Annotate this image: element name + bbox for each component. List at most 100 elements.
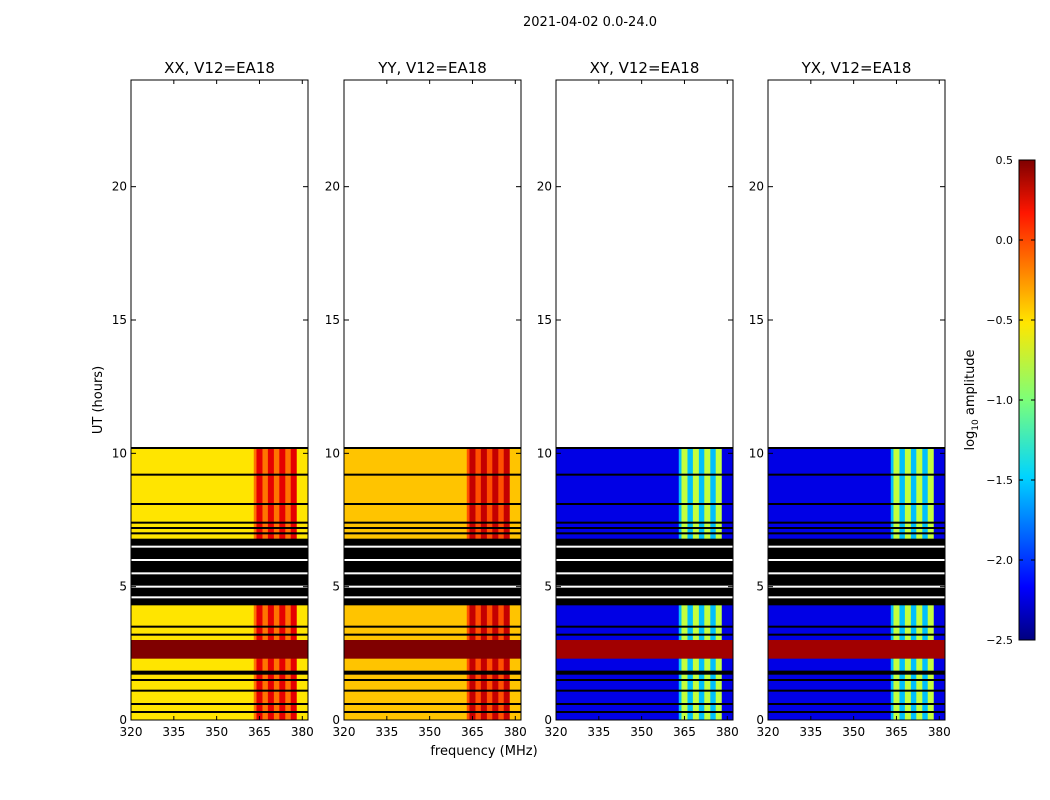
- colorbar-label-sub: 10: [971, 419, 981, 431]
- heatmap-scan-gap: [131, 532, 308, 535]
- colorbar-tick-label: 0.5: [996, 154, 1014, 167]
- y-tick-label: 0: [119, 713, 127, 727]
- heatmap-scan-gap: [344, 527, 521, 529]
- heatmap-scan-gap: [131, 625, 308, 628]
- heatmap-scan-gap: [131, 503, 308, 505]
- heatmap-flagged: [344, 670, 521, 675]
- colorbar-tick-label: −2.0: [986, 554, 1013, 567]
- heatmap-image: [131, 447, 308, 720]
- x-tick-label: 350: [630, 725, 653, 739]
- y-tick-label: 10: [325, 446, 340, 460]
- x-tick-label: 320: [333, 725, 356, 739]
- plot-frame: [555, 79, 734, 721]
- heatmap-scan-gap: [131, 711, 308, 713]
- heatmap-flagged: [131, 670, 308, 675]
- x-tick-label: 335: [162, 725, 185, 739]
- colorbar-label: log10 amplitude: [963, 349, 981, 450]
- colorbar-tick-label: −1.5: [986, 474, 1013, 487]
- heatmap-image: [556, 447, 733, 720]
- heatmap-scan-gap: [556, 585, 733, 588]
- heatmap-bright-band: [768, 640, 945, 659]
- heatmap-scan-gap: [344, 572, 521, 575]
- heatmap-scan-gap: [768, 532, 945, 535]
- heatmap-scan-gap: [768, 633, 945, 636]
- panel-4: YX, V12=EA18 320 335 350 365 380 0 5 10 15 20: [749, 59, 951, 739]
- x-tick-label: 335: [375, 725, 398, 739]
- heatmap-scan-gap: [344, 532, 521, 535]
- heatmap-scan-gap: [768, 689, 945, 692]
- figure-title: 2021-04-02 0.0-24.0: [523, 15, 657, 30]
- panel-title: YX, V12=EA18: [801, 59, 912, 77]
- heatmap-scan-gap: [344, 585, 521, 588]
- heatmap-scan-gap: [768, 521, 945, 524]
- heatmap-scan-gap: [344, 689, 521, 692]
- heatmap-scan-gap: [344, 559, 521, 561]
- heatmap-scan-gap: [556, 711, 733, 713]
- heatmap-flagged: [131, 538, 308, 606]
- y-tick-label: 15: [537, 313, 552, 327]
- heatmap-flagged: [768, 670, 945, 675]
- heatmap-bright-band: [344, 640, 521, 659]
- heatmap-scan-gap: [556, 532, 733, 535]
- heatmap-scan-gap: [556, 633, 733, 636]
- x-tick-label: 320: [120, 725, 143, 739]
- heatmap-image: [344, 447, 521, 720]
- colorbar-tick-label: −0.5: [986, 314, 1013, 327]
- colorbar: 0.5 0.0 −0.5 −1.0 −1.5 −2.0 −2.5 log10 amplitu…: [963, 154, 1036, 647]
- heatmap-scan-gap: [131, 527, 308, 529]
- heatmap-scan-gap: [768, 711, 945, 713]
- colorbar-ticks: 0.5 0.0 −0.5 −1.0 −1.5 −2.0 −2.5: [986, 154, 1035, 647]
- panel-2: YY, V12=EA18 320 335 350 365 380 0 5 10 15 20: [325, 59, 527, 739]
- colorbar-label-rest: amplitude: [963, 349, 978, 419]
- heatmap-scan-gap: [556, 679, 733, 681]
- panel-3: XY, V12=EA18 320 335 350 365 380 0 5 10 15 20: [537, 59, 739, 739]
- heatmap-scan-gap: [344, 545, 521, 548]
- heatmap-scan-gap: [131, 633, 308, 636]
- y-axis-label: UT (hours): [91, 366, 106, 434]
- x-tick-label: 380: [504, 725, 527, 739]
- y-tick-label: 20: [112, 180, 127, 194]
- heatmap-flagged: [344, 538, 521, 606]
- x-tick-label: 335: [587, 725, 610, 739]
- x-tick-label: 335: [799, 725, 822, 739]
- panel-title: XY, V12=EA18: [590, 59, 700, 77]
- heatmap-scan-gap: [556, 521, 733, 524]
- heatmap-scan-gap: [768, 527, 945, 529]
- heatmap-scan-gap: [344, 703, 521, 705]
- panel-title: YY, V12=EA18: [377, 59, 487, 77]
- heatmap-scan-gap: [768, 585, 945, 588]
- y-tick-label: 15: [325, 313, 340, 327]
- heatmap-scan-gap: [344, 679, 521, 681]
- plot-frame: [343, 79, 522, 721]
- heatmap-scan-gap: [131, 596, 308, 599]
- x-tick-label: 365: [248, 725, 271, 739]
- plot-frame: [767, 79, 946, 721]
- heatmap-scan-gap: [768, 572, 945, 575]
- heatmap-scan-gap: [768, 545, 945, 548]
- heatmap-scan-gap: [768, 559, 945, 561]
- heatmap-scan-gap: [556, 545, 733, 548]
- heatmap-image: [768, 447, 945, 720]
- heatmap-scan-gap: [131, 572, 308, 575]
- heatmap-scan-gap: [768, 703, 945, 705]
- x-tick-label: 365: [673, 725, 696, 739]
- heatmap-scan-gap: [556, 572, 733, 575]
- x-tick-label: 350: [842, 725, 865, 739]
- heatmap-scan-gap: [556, 527, 733, 529]
- heatmap-scan-gap: [344, 625, 521, 628]
- y-tick-label: 15: [749, 313, 764, 327]
- y-tick-label: 20: [749, 180, 764, 194]
- y-tick-label: 10: [537, 446, 552, 460]
- heatmap-flagged: [556, 538, 733, 606]
- x-tick-label: 365: [885, 725, 908, 739]
- heatmap-scan-gap: [556, 625, 733, 628]
- colorbar-tick-label: −2.5: [986, 634, 1013, 647]
- y-tick-label: 0: [756, 713, 764, 727]
- heatmap-scan-gap: [131, 689, 308, 692]
- heatmap-bright-band: [131, 640, 308, 659]
- heatmap-scan-gap: [131, 521, 308, 524]
- plot-frame: [130, 79, 309, 721]
- colorbar-label-base: log: [963, 431, 978, 451]
- y-tick-label: 0: [544, 713, 552, 727]
